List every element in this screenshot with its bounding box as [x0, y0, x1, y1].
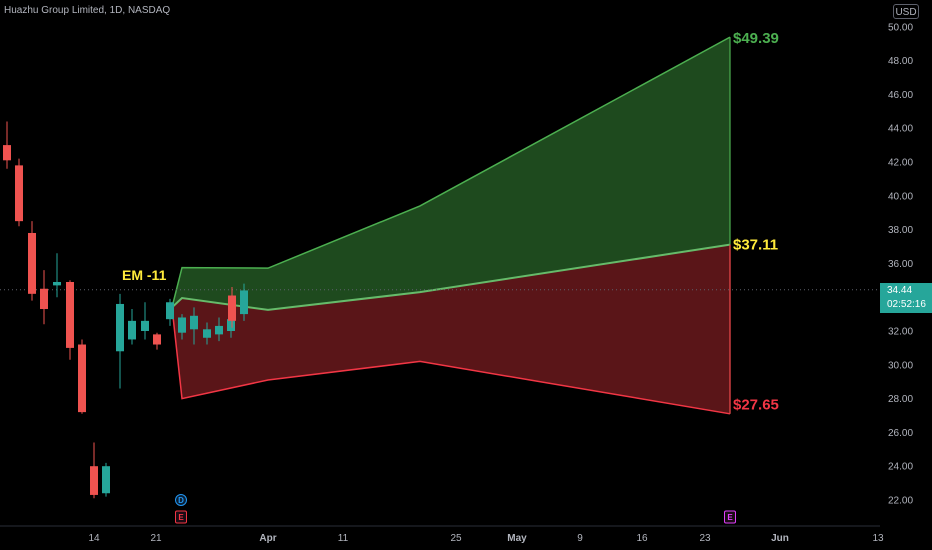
candle-body	[178, 317, 186, 333]
candle	[215, 317, 223, 342]
lower-target-label: $27.65	[733, 397, 779, 414]
marker-letter: E	[727, 513, 733, 522]
x-tick-label: 16	[636, 533, 648, 544]
candle-body	[28, 232, 36, 294]
candles	[3, 121, 248, 499]
candle	[228, 287, 236, 328]
candle	[128, 309, 136, 345]
candle-body	[228, 295, 236, 321]
candle-body	[3, 145, 11, 161]
marker-badge	[175, 510, 187, 524]
candle-body	[102, 466, 110, 494]
candle	[40, 270, 48, 325]
chart-title: Huazhu Group Limited, 1D, NASDAQ	[4, 5, 171, 16]
candle	[66, 280, 74, 360]
lower-band-line	[171, 307, 731, 415]
y-tick-label: 42.00	[888, 158, 913, 169]
candle	[240, 283, 248, 321]
y-tick-label: 38.00	[888, 225, 913, 236]
currency-button[interactable]: USD	[893, 4, 919, 19]
candle-body	[153, 334, 161, 345]
candle	[190, 307, 198, 345]
candle	[102, 462, 110, 497]
candle	[141, 302, 149, 340]
candle	[166, 298, 174, 326]
candle-body	[53, 281, 61, 286]
candle-body	[40, 288, 48, 310]
candle	[3, 121, 11, 169]
candle-body	[203, 329, 211, 338]
candle-body	[116, 303, 124, 352]
x-tick-label: May	[507, 533, 527, 544]
candle-body	[166, 302, 174, 320]
upper-target-label: $49.39	[733, 30, 779, 47]
marker-badge	[724, 510, 736, 524]
x-tick-label: 21	[150, 533, 162, 544]
candle-body	[227, 319, 235, 331]
current-price-value: 34.44	[887, 285, 913, 296]
y-tick-label: 40.00	[888, 191, 913, 202]
y-tick-label: 48.00	[888, 56, 913, 67]
candle	[78, 339, 86, 414]
earnings-marker: E	[175, 510, 187, 524]
mid-line	[171, 243, 731, 311]
y-tick-label: 30.00	[888, 360, 913, 371]
candle-body	[215, 325, 223, 335]
expected-move-overlay	[0, 36, 880, 415]
candle	[15, 158, 23, 227]
candle	[116, 293, 124, 389]
candle-body	[15, 165, 23, 222]
candle	[153, 332, 161, 350]
y-tick-label: 36.00	[888, 259, 913, 270]
marker-badge	[175, 494, 187, 506]
x-tick-label: 9	[577, 533, 583, 544]
y-tick-label: 28.00	[888, 394, 913, 405]
lower-band-area	[172, 244, 730, 414]
y-tick-label: 46.00	[888, 90, 913, 101]
candle-body	[90, 466, 98, 495]
y-tick-label: 44.00	[888, 124, 913, 135]
candle-body	[141, 320, 149, 331]
candle	[178, 314, 186, 340]
bar-countdown: 02:52:16	[887, 299, 926, 310]
upper-band-line	[171, 36, 731, 308]
marker-letter: E	[178, 513, 184, 522]
expected-move-labels: $49.39 $37.11 $27.65 EM -11	[122, 30, 779, 413]
candle	[90, 442, 98, 499]
x-tick-label: Jun	[771, 533, 789, 544]
x-tick-label: 13	[872, 533, 884, 544]
y-tick-label: 32.00	[888, 327, 913, 338]
candle	[203, 322, 211, 345]
x-tick-label: 25	[450, 533, 462, 544]
candle	[53, 253, 61, 298]
earnings-marker: E	[724, 510, 736, 524]
candle	[28, 221, 36, 301]
candle-body	[240, 290, 248, 315]
y-tick-label: 24.00	[888, 462, 913, 473]
em-annotation: EM -11	[122, 267, 167, 283]
current-price-tag: 34.44 02:52:16	[880, 283, 932, 313]
candle-body	[78, 344, 86, 413]
candle-body	[128, 320, 136, 340]
candle-body	[190, 315, 198, 330]
x-axis[interactable]: 14 21 Apr 11 25 May 9 16 23 Jun 13	[0, 525, 884, 544]
x-tick-label: 23	[699, 533, 711, 544]
y-axis[interactable]: 22.0024.0026.0028.0030.0032.0034.0036.00…	[888, 22, 913, 506]
mid-target-label: $37.11	[733, 237, 778, 254]
x-tick-label: 14	[88, 533, 100, 544]
x-tick-label: Apr	[259, 533, 276, 544]
y-tick-label: 50.00	[888, 22, 913, 33]
y-tick-label: 22.00	[888, 496, 913, 507]
x-tick-label: 11	[338, 533, 349, 544]
dividend-marker: D	[175, 494, 187, 506]
upper-band-area	[172, 37, 730, 310]
y-tick-label: 26.00	[888, 428, 913, 439]
event-markers: DE E	[175, 494, 736, 524]
candle-body	[66, 281, 74, 348]
marker-letter: D	[178, 496, 184, 505]
